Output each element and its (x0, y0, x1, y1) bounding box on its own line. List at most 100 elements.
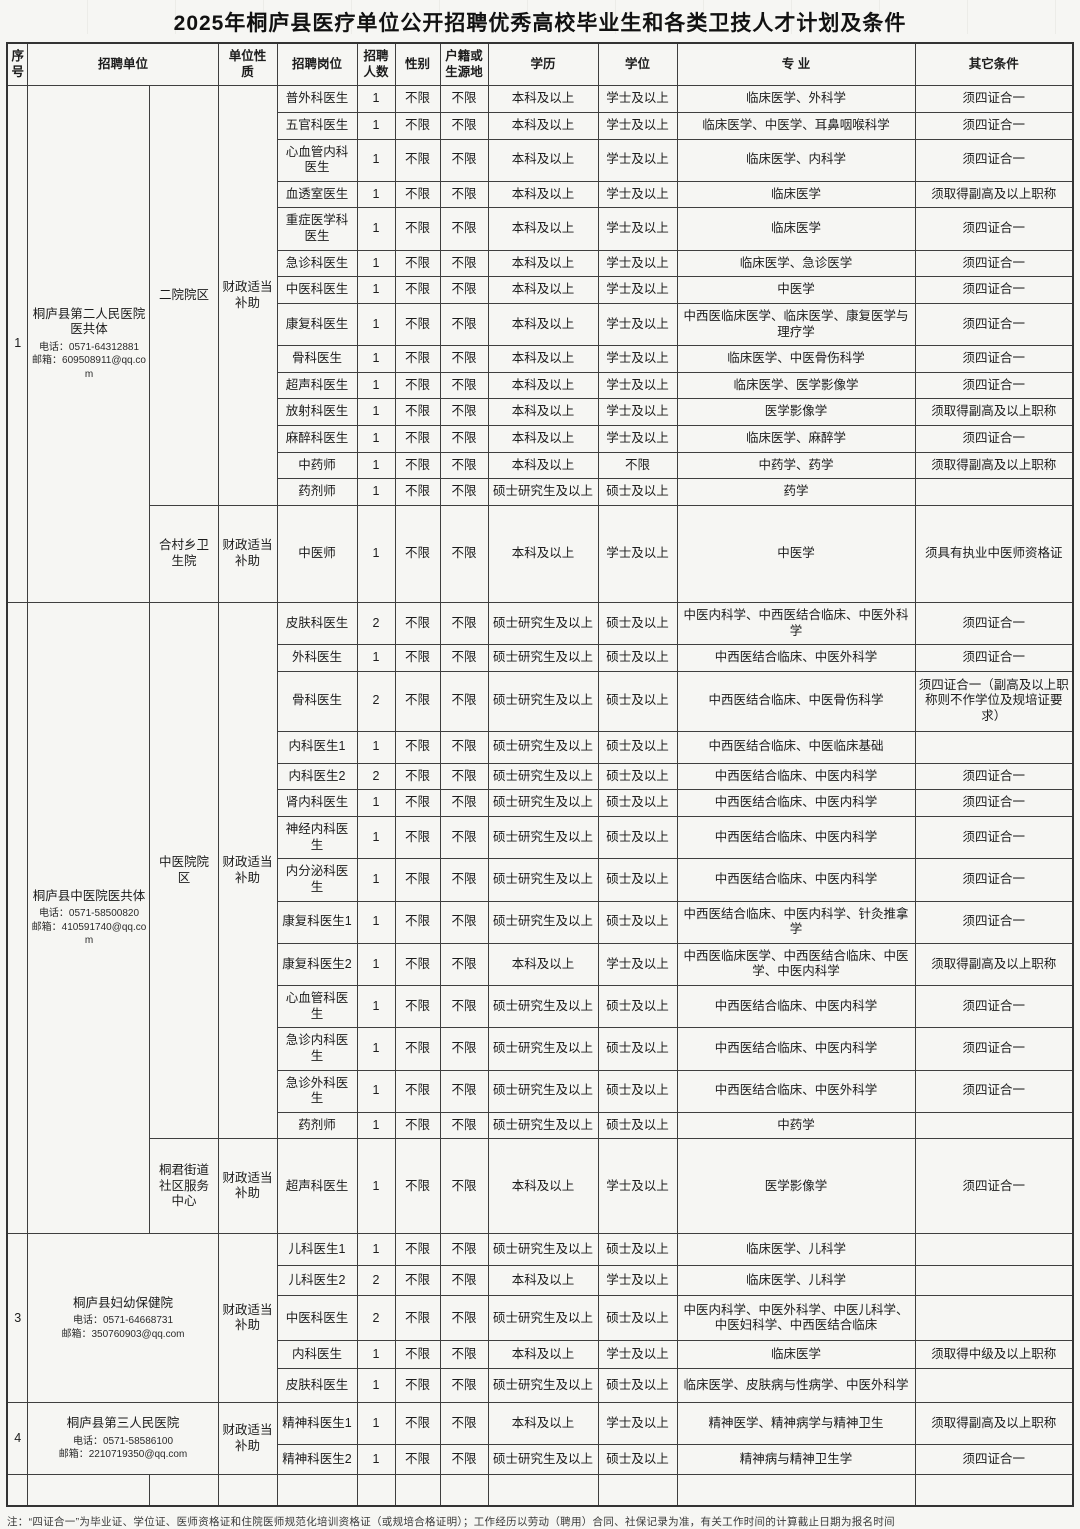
cell-education: 本科及以上 (487, 425, 599, 453)
cell-count: 1 (356, 180, 396, 209)
cell-degree: 学士及以上 (597, 345, 678, 373)
cell-position: 儿科医生2 (276, 1265, 358, 1297)
cell-hukou: 不限 (439, 85, 489, 113)
cell-gender: 不限 (394, 1402, 441, 1446)
cell-position: 中医师 (276, 504, 358, 603)
cell-education: 硕士研究生及以上 (487, 815, 599, 860)
cell-nature: 财政适当补助 (217, 504, 278, 603)
cell-degree: 硕士及以上 (597, 730, 678, 764)
cell-degree: 硕士及以上 (597, 1368, 678, 1404)
cell-position: 中医科医生 (276, 276, 358, 304)
cell-hukou: 不限 (439, 730, 489, 764)
cell-education: 硕士研究生及以上 (487, 1444, 599, 1476)
cell-gender: 不限 (394, 302, 441, 347)
table-row: 药剂师 1 不限 不限 硕士研究生及以上 硕士及以上 药学 (7, 478, 1074, 506)
cell-gender: 不限 (394, 601, 441, 646)
unit-email: 邮箱：410591740@qq.com (31, 921, 147, 947)
cell-position: 急诊外科医生 (276, 1069, 358, 1113)
cell-major: 中西医结合临床、中医内科学 (676, 1027, 916, 1071)
cell-other: 须四证合一 (914, 371, 1074, 400)
cell-hukou: 不限 (439, 478, 489, 506)
cell-position: 康复科医生 (276, 302, 358, 347)
header-col-degree: 学位 (597, 42, 678, 87)
cell-position: 康复科医生1 (276, 900, 358, 944)
cell-education: 本科及以上 (487, 276, 599, 304)
cell-count: 2 (356, 762, 396, 791)
cell-other: 须四证合一（副高及以上职称则不作学位及规培证要求） (914, 670, 1074, 732)
cell-position: 骨科医生 (276, 670, 358, 732)
cell-count: 1 (356, 302, 396, 347)
cell-degree: 学士及以上 (597, 1340, 678, 1370)
cell-degree: 硕士及以上 (597, 1444, 678, 1476)
cell-major: 中西医结合临床、中医内科学 (676, 815, 916, 860)
cell-gender: 不限 (394, 180, 441, 209)
cell-major: 中西医临床医学、中西医结合临床、中医学、中医内科学 (676, 942, 916, 987)
cell-degree: 学士及以上 (597, 504, 678, 603)
cell-hukou: 不限 (439, 180, 489, 209)
cell-major: 临床医学、外科学 (676, 85, 916, 113)
table-row: 3 桐庐县妇幼保健院 电话：0571-64668731 邮箱：350760903@qq… (6, 1233, 1074, 1404)
cell-degree: 学士及以上 (597, 85, 678, 113)
cell-major: 中药学 (676, 1111, 916, 1140)
cell-count: 1 (356, 1027, 396, 1071)
cell-hukou: 不限 (439, 398, 489, 426)
cell-other (914, 1265, 1074, 1297)
cell-campus: 中医院院区 (149, 601, 219, 1140)
cell-major: 临床医学 (676, 180, 916, 209)
table-row: 合村乡卫生院 财政适当补助 中医师 1 不限 不限 本科及以上 学士及以上 中医学 须具有执业中医… (7, 504, 1074, 603)
cell-gender: 不限 (394, 730, 441, 764)
cell-empty (6, 1474, 29, 1507)
cell-empty (439, 1474, 489, 1507)
cell-gender: 不限 (394, 425, 441, 453)
cell-gender: 不限 (394, 815, 441, 860)
cell-count: 1 (356, 1138, 396, 1235)
cell-count: 1 (356, 478, 396, 506)
cell-count: 2 (356, 670, 396, 732)
cell-count: 1 (356, 249, 396, 278)
unit-email: 邮箱：609508911@qq.com (32, 355, 146, 380)
cell-other: 须四证合一 (914, 1027, 1074, 1071)
cell-hukou: 不限 (439, 111, 489, 140)
cell-count: 1 (356, 138, 396, 182)
table-row: 4 桐庐县第三人民医院 电话：0571-58586100 邮箱：2210719350@… (6, 1402, 1074, 1476)
cell-degree: 硕士及以上 (597, 984, 678, 1029)
cell-empty (27, 1474, 151, 1507)
cell-hukou: 不限 (439, 138, 489, 182)
table-row: 神经内科医生 1 不限 不限 硕士研究生及以上 硕士及以上 中西医结合临床、中医内科学 须四证… (7, 815, 1074, 860)
table-row: 康复科医生1 1 不限 不限 硕士研究生及以上 硕士及以上 中西医结合临床、中医内科学、针灸… (7, 900, 1074, 944)
cell-position: 急诊内科医生 (276, 1027, 358, 1071)
cell-gender: 不限 (394, 504, 441, 603)
table-row: 五官科医生 1 不限 不限 本科及以上 学士及以上 临床医学、中医学、耳鼻咽喉科学 须四证合一 (7, 111, 1074, 140)
cell-major: 医学影像学 (676, 398, 916, 426)
cell-other: 须四证合一 (914, 345, 1074, 373)
cell-nature: 财政适当补助 (217, 85, 278, 506)
cell-hukou: 不限 (439, 1265, 489, 1297)
cell-other: 须四证合一 (914, 762, 1074, 791)
unit-name: 桐庐县第三人民医院 (66, 1416, 180, 1431)
cell-gender: 不限 (394, 1111, 441, 1140)
cell-education: 本科及以上 (487, 1340, 599, 1370)
cell-education: 硕士研究生及以上 (487, 1111, 599, 1140)
cell-education: 硕士研究生及以上 (487, 670, 599, 732)
cell-major: 中西医结合临床、中医临床基础 (676, 730, 916, 764)
unit-phone: 电话：0571-64312881 (38, 341, 140, 353)
cell-hukou: 不限 (439, 451, 489, 480)
cell-major: 临床医学 (676, 1340, 916, 1370)
cell-education: 硕士研究生及以上 (487, 789, 599, 817)
cell-other: 须四证合一 (914, 111, 1074, 140)
cell-major: 中医学 (676, 504, 916, 603)
cell-other: 须四证合一 (914, 138, 1074, 182)
cell-major: 中药学、药学 (676, 451, 916, 480)
cell-count: 2 (356, 601, 396, 646)
cell-degree: 学士及以上 (597, 249, 678, 278)
cell-gender: 不限 (394, 249, 441, 278)
cell-count: 1 (356, 345, 396, 373)
cell-empty (487, 1474, 599, 1507)
cell-position: 中药师 (276, 451, 358, 480)
cell-hukou: 不限 (439, 789, 489, 817)
cell-unit: 桐庐县第三人民医院 电话：0571-58586100 邮箱：2210719350@q… (27, 1402, 219, 1476)
cell-gender: 不限 (394, 478, 441, 506)
cell-education: 硕士研究生及以上 (487, 900, 599, 944)
cell-hukou: 不限 (439, 601, 489, 646)
cell-degree: 硕士及以上 (597, 478, 678, 506)
